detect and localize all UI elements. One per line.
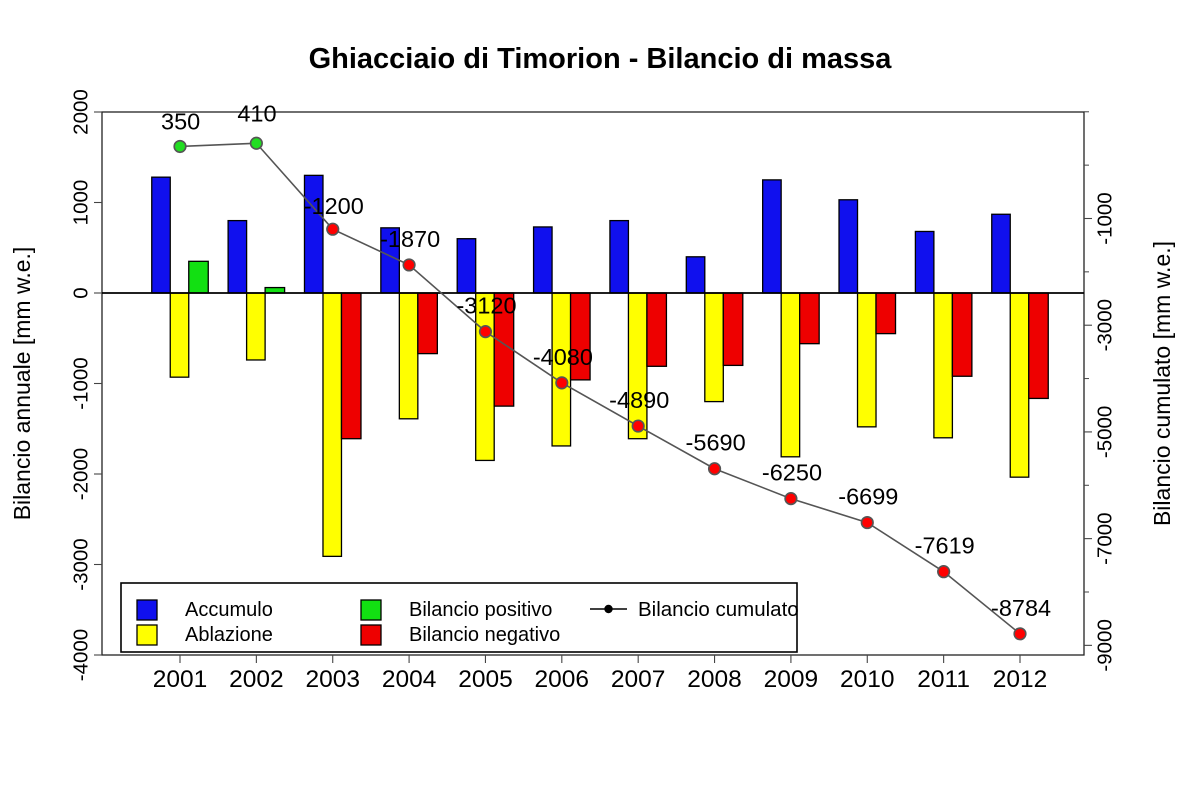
svg-text:2003: 2003: [305, 666, 360, 693]
svg-text:2008: 2008: [687, 666, 742, 693]
svg-text:0: 0: [69, 287, 92, 298]
svg-text:-6699: -6699: [838, 484, 898, 510]
svg-text:Bilancio cumulato [mm w.e.]: Bilancio cumulato [mm w.e.]: [1149, 241, 1175, 526]
svg-text:Ablazione: Ablazione: [185, 624, 273, 646]
svg-text:2007: 2007: [611, 666, 666, 693]
svg-text:2012: 2012: [993, 666, 1048, 693]
svg-text:2000: 2000: [69, 89, 92, 135]
svg-text:-1870: -1870: [380, 226, 440, 252]
svg-text:2011: 2011: [917, 666, 970, 693]
svg-text:Accumulo: Accumulo: [185, 599, 273, 621]
svg-text:2004: 2004: [382, 666, 437, 693]
svg-text:Ghiacciaio di Timorion - Bilan: Ghiacciaio di Timorion - Bilancio di mas…: [309, 43, 893, 75]
svg-text:-3000: -3000: [69, 538, 92, 590]
svg-text:1000: 1000: [69, 180, 92, 226]
svg-text:Bilancio annuale [mm w.e.]: Bilancio annuale [mm w.e.]: [9, 247, 35, 521]
svg-text:-5690: -5690: [686, 430, 746, 456]
svg-text:2002: 2002: [229, 666, 284, 693]
svg-text:2009: 2009: [764, 666, 819, 693]
svg-text:410: 410: [237, 100, 276, 126]
svg-text:-4890: -4890: [609, 387, 669, 413]
svg-text:Bilancio cumulato: Bilancio cumulato: [638, 598, 799, 621]
svg-text:350: 350: [161, 108, 200, 134]
svg-text:-6250: -6250: [762, 460, 822, 486]
svg-text:-7619: -7619: [915, 533, 975, 559]
svg-text:-5000: -5000: [1093, 406, 1116, 458]
svg-text:-3000: -3000: [1093, 299, 1116, 351]
svg-text:2005: 2005: [458, 666, 513, 693]
svg-text:2006: 2006: [535, 666, 590, 693]
svg-text:-2000: -2000: [69, 448, 92, 500]
svg-text:Bilancio negativo: Bilancio negativo: [409, 624, 560, 646]
svg-text:-8784: -8784: [991, 595, 1051, 621]
svg-text:-7000: -7000: [1093, 512, 1116, 564]
svg-text:-1000: -1000: [1093, 192, 1116, 244]
svg-text:2001: 2001: [153, 666, 208, 693]
svg-text:-1000: -1000: [69, 357, 92, 409]
svg-text:-4000: -4000: [69, 629, 92, 681]
svg-text:-4080: -4080: [533, 344, 593, 370]
svg-text:2010: 2010: [840, 666, 895, 693]
svg-text:-9000: -9000: [1093, 619, 1116, 671]
svg-text:-1200: -1200: [304, 193, 364, 219]
svg-text:Bilancio positivo: Bilancio positivo: [409, 599, 552, 621]
svg-text:-3120: -3120: [456, 293, 516, 319]
